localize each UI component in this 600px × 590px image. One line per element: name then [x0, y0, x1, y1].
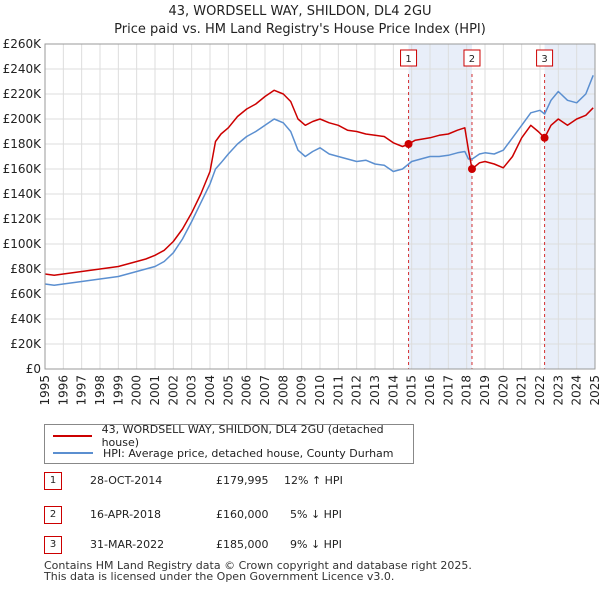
- footer-license: This data is licensed under the Open Gov…: [44, 570, 395, 583]
- sale-point: [540, 133, 549, 142]
- sale-number-badge: 1: [44, 472, 62, 490]
- x-tick-label: 1999: [111, 375, 125, 406]
- sale-row: 1 28-OCT-2014 £179,995 12% ↑ HPI: [44, 472, 464, 490]
- y-tick-label: £40K: [10, 312, 42, 326]
- x-tick-label: 1998: [93, 375, 107, 406]
- y-tick-label: £180K: [3, 137, 43, 151]
- sale-label-number: 1: [405, 54, 411, 65]
- sale-price: £160,000: [216, 508, 269, 521]
- sale-number-badge: 3: [44, 536, 62, 554]
- x-tick-label: 2024: [570, 375, 584, 406]
- legend-swatch-hpi: [53, 452, 93, 454]
- x-tick-label: 2012: [350, 375, 364, 406]
- x-tick-label: 2015: [405, 375, 419, 406]
- x-tick-label: 2008: [276, 375, 290, 406]
- x-tick-label: 2010: [313, 375, 327, 406]
- sale-number-badge: 2: [44, 506, 62, 524]
- sale-point: [404, 140, 413, 149]
- sale-hpi-change: 12% ↑ HPI: [284, 474, 343, 487]
- x-tick-label: 2016: [423, 375, 437, 406]
- chart-series: [44, 75, 594, 287]
- sale-date-lines: 1 2 3: [400, 49, 554, 369]
- sale-date: 16-APR-2018: [90, 508, 162, 521]
- sale-price: £185,000: [216, 538, 269, 551]
- x-tick-label: 2000: [130, 375, 144, 406]
- x-tick-label: 1996: [56, 375, 70, 406]
- x-tick-label: 2013: [368, 375, 382, 406]
- x-tick-label: 2014: [386, 375, 400, 406]
- chart-grid: [44, 43, 596, 370]
- x-tick-label: 2020: [496, 375, 510, 406]
- y-tick-label: £0: [26, 362, 41, 376]
- legend-swatch-property: [53, 435, 92, 437]
- chart-axes: £0 £20K £40K £60K £80K £100K £120K £140K £160K £1…: [3, 37, 600, 406]
- sale-label-box: [536, 49, 554, 67]
- y-tick-label: £140K: [3, 187, 43, 201]
- x-tick-label: 2009: [295, 375, 309, 406]
- series-line-hpi: [44, 75, 594, 287]
- y-tick-label: £80K: [10, 262, 42, 276]
- sale-hpi-change: 9% ↓ HPI: [290, 538, 342, 551]
- x-tick-label: 2011: [331, 375, 345, 406]
- x-tick-label: 2018: [460, 375, 474, 406]
- legend-label-hpi: HPI: Average price, detached house, Coun…: [103, 446, 394, 460]
- x-tick-label: 2025: [588, 375, 600, 406]
- footer-attribution: Contains HM Land Registry data © Crown c…: [44, 560, 472, 582]
- x-tick-label: 2022: [533, 375, 547, 406]
- x-tick-label: 2005: [221, 375, 235, 406]
- sale-row: 2 16-APR-2018 £160,000 5% ↓ HPI: [44, 506, 464, 524]
- sale-label-number: 2: [469, 54, 475, 65]
- sale-date: 28-OCT-2014: [90, 474, 163, 487]
- y-tick-label: £220K: [3, 87, 43, 101]
- y-tick-label: £160K: [3, 162, 43, 176]
- sale-point: [467, 165, 476, 173]
- x-tick-label: 2017: [441, 375, 455, 406]
- x-tick-label: 1997: [75, 375, 89, 406]
- sale-price: £179,995: [216, 474, 269, 487]
- x-tick-label: 2004: [203, 375, 217, 406]
- y-tick-label: £100K: [3, 237, 43, 251]
- legend-label-property: 43, WORDSELL WAY, SHILDON, DL4 2GU (deta…: [101, 423, 384, 449]
- y-tick-label: £200K: [3, 112, 43, 126]
- x-tick-label: 1995: [38, 375, 52, 406]
- x-tick-label: 2003: [185, 375, 199, 406]
- shaded-range: [408, 44, 472, 369]
- x-tick-label: 2006: [240, 375, 254, 406]
- y-tick-label: £20K: [10, 337, 42, 351]
- x-tick-label: 2007: [258, 375, 272, 406]
- x-tick-label: 2021: [515, 375, 529, 406]
- y-tick-label: £260K: [3, 37, 43, 51]
- price-chart: 1 2 3 £0 £20K £40K £60K £80K £100K £120K £140K £16…: [3, 37, 600, 406]
- y-tick-label: £120K: [3, 212, 43, 226]
- sale-date: 31-MAR-2022: [90, 538, 165, 551]
- chart-subtitle: Price paid vs. HM Land Registry's House …: [114, 22, 486, 37]
- sale-label-box: [400, 49, 418, 67]
- shaded-ranges: [408, 44, 595, 369]
- sale-markers: [404, 133, 549, 173]
- legend-item-hpi: HPI: Average price, detached house, Coun…: [53, 445, 394, 461]
- shaded-range: [544, 44, 595, 369]
- x-tick-label: 2001: [148, 375, 162, 406]
- x-tick-label: 2023: [551, 375, 565, 406]
- sale-hpi-change: 5% ↓ HPI: [290, 508, 342, 521]
- chart-title: 43, WORDSELL WAY, SHILDON, DL4 2GU: [168, 4, 432, 19]
- sale-row: 3 31-MAR-2022 £185,000 9% ↓ HPI: [44, 536, 464, 554]
- sale-label-number: 3: [541, 54, 547, 65]
- y-tick-label: £240K: [3, 62, 43, 76]
- x-tick-label: 2019: [478, 375, 492, 406]
- y-tick-label: £60K: [10, 287, 42, 301]
- plot-frame: [44, 43, 596, 370]
- footer-copyright: Contains HM Land Registry data © Crown c…: [44, 559, 472, 572]
- x-tick-label: 2002: [166, 375, 180, 406]
- sale-label-box: [463, 49, 481, 67]
- legend-item-property: 43, WORDSELL WAY, SHILDON, DL4 2GU (deta…: [53, 423, 413, 449]
- series-line-property: [44, 89, 594, 277]
- chart-legend: 43, WORDSELL WAY, SHILDON, DL4 2GU (deta…: [44, 423, 414, 464]
